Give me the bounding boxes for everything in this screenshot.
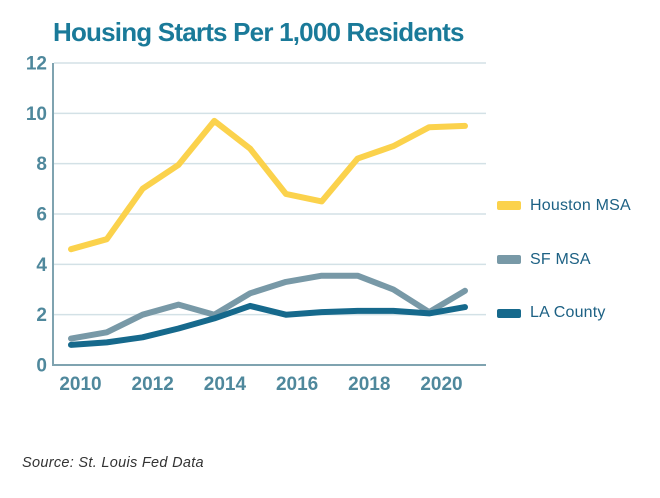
legend-swatch-la-county	[497, 308, 521, 318]
series-line-sf-msa	[68, 272, 468, 342]
x-tick-label: 2014	[204, 374, 247, 395]
x-tick-label: 2016	[276, 374, 318, 395]
y-tick-label: 2	[36, 305, 47, 326]
x-tick-label: 2020	[420, 374, 462, 395]
x-tick-label: 2018	[348, 374, 390, 395]
y-tick-label: 10	[26, 104, 47, 125]
y-tick-label: 4	[36, 255, 47, 276]
series-line-la-county	[68, 302, 468, 348]
source-note: Source: St. Louis Fed Data	[22, 455, 204, 471]
x-tick-label: 2012	[132, 374, 174, 395]
y-tick-label: 12	[26, 54, 47, 75]
chart-title: Housing Starts Per 1,000 Residents	[53, 17, 464, 47]
y-tick-label: 8	[36, 154, 47, 175]
x-tick-label: 2010	[59, 374, 101, 395]
legend-item-houston-msa: Houston MSA	[497, 197, 631, 215]
legend-swatch-sf-msa	[497, 255, 521, 264]
legend-label-sf-msa: SF MSA	[530, 250, 591, 268]
legend-swatch-houston-msa	[497, 201, 521, 210]
legend-item-la-county: LA County	[497, 304, 606, 322]
legend-label-la-county: LA County	[530, 304, 606, 321]
y-tick-label: 6	[36, 205, 47, 226]
legend-item-sf-msa: SF MSA	[497, 251, 591, 269]
series-line-houston-msa	[68, 117, 468, 253]
y-tick-label: 0	[36, 356, 47, 377]
legend-label-houston-msa: Houston MSA	[530, 196, 631, 214]
